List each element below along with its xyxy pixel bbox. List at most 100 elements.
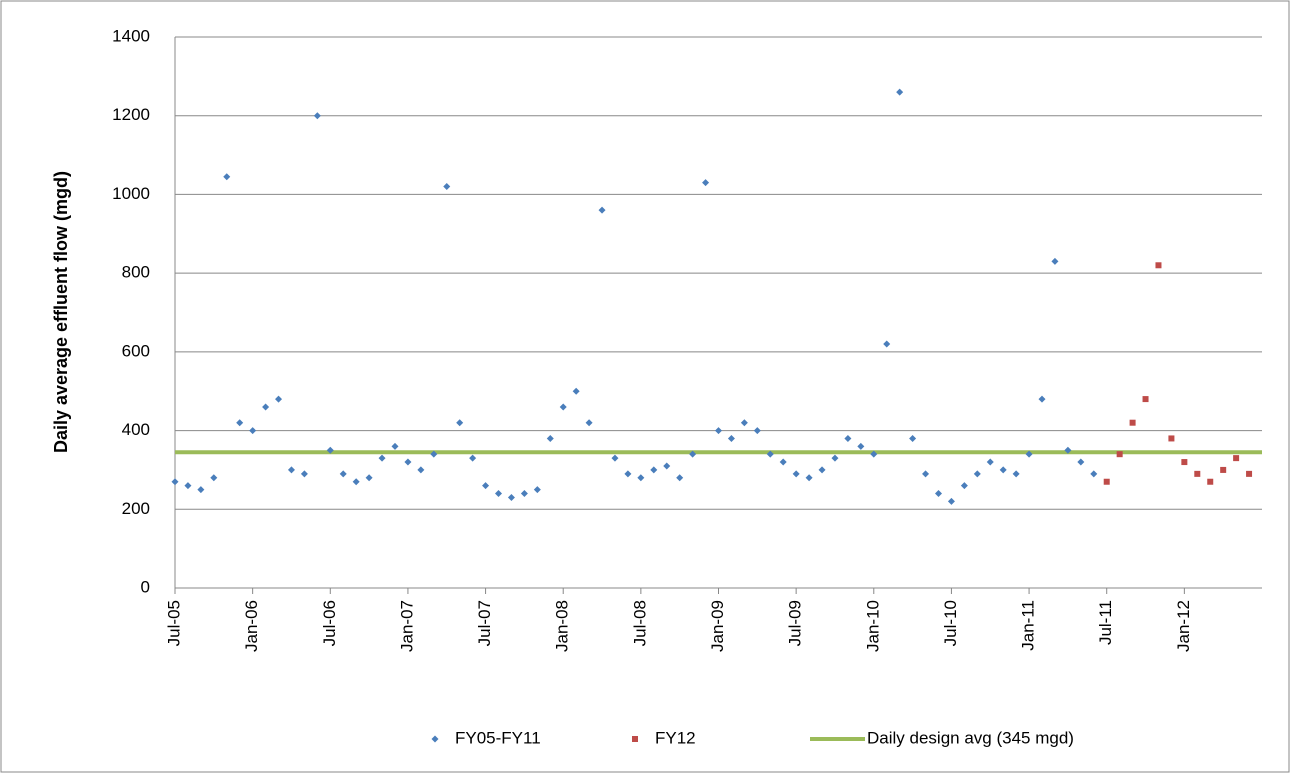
x-tick-label: Jul-08 [630, 600, 649, 646]
point [1194, 470, 1201, 477]
point [792, 470, 800, 478]
point [818, 466, 826, 474]
point [1038, 395, 1046, 403]
point [779, 458, 787, 466]
point [495, 490, 503, 498]
point [210, 474, 218, 482]
point [520, 490, 528, 498]
point [986, 458, 994, 466]
point [546, 434, 554, 442]
point [934, 490, 942, 498]
y-tick-label: 1000 [112, 184, 150, 203]
x-tick-label: Jul-09 [786, 600, 805, 646]
point [300, 470, 308, 478]
x-tick-label: Jul-11 [1096, 600, 1115, 645]
point [1064, 446, 1072, 454]
point [585, 419, 593, 427]
point [339, 470, 347, 478]
point [572, 387, 580, 395]
y-tick-label: 1400 [112, 26, 150, 45]
legend-marker [632, 736, 638, 742]
point [313, 112, 321, 120]
x-tick-label: Jul-05 [164, 600, 183, 646]
point [482, 482, 490, 490]
y-axis-label: Daily average effluent flow (mgd) [51, 171, 71, 453]
point [1012, 470, 1020, 478]
point [391, 442, 399, 450]
point [1155, 262, 1162, 269]
point [1142, 396, 1149, 403]
x-tick-label: Jan-12 [1174, 600, 1193, 652]
point [378, 454, 386, 462]
point [702, 179, 710, 187]
point [1025, 450, 1033, 458]
point [430, 450, 438, 458]
point [922, 470, 930, 478]
point [611, 454, 619, 462]
point [883, 340, 891, 348]
point [689, 450, 697, 458]
point [870, 450, 878, 458]
x-tick-label: Jul-07 [475, 600, 494, 646]
point [456, 419, 464, 427]
point [1051, 257, 1059, 265]
y-tick-label: 0 [141, 577, 150, 596]
x-tick-label: Jan-10 [863, 600, 882, 652]
point [766, 450, 774, 458]
point [740, 419, 748, 427]
point [184, 482, 192, 490]
point [1233, 455, 1240, 462]
point [715, 427, 722, 435]
point [831, 454, 839, 462]
point [753, 427, 761, 435]
point [326, 446, 334, 454]
point [909, 434, 917, 442]
point [507, 493, 515, 501]
point [1103, 478, 1110, 485]
point [197, 486, 205, 494]
point [417, 466, 425, 474]
point [236, 419, 244, 427]
point [663, 462, 671, 470]
point [1129, 419, 1136, 426]
legend-marker [431, 735, 439, 743]
y-tick-label: 800 [122, 263, 150, 282]
legend-label: Daily design avg (345 mgd) [867, 728, 1074, 747]
point [947, 497, 955, 505]
point [1220, 466, 1227, 473]
point [287, 466, 295, 474]
point [1116, 451, 1123, 458]
x-tick-label: Jan-11 [1019, 600, 1038, 651]
point [624, 470, 632, 478]
y-tick-label: 400 [122, 420, 150, 439]
point [676, 474, 684, 482]
point [1207, 478, 1214, 485]
point [727, 434, 735, 442]
x-tick-label: Jul-06 [320, 600, 339, 646]
point [999, 466, 1007, 474]
y-tick-label: 1200 [112, 105, 150, 124]
point [469, 454, 477, 462]
point [637, 474, 645, 482]
x-tick-label: Jan-07 [397, 600, 416, 652]
x-tick-label: Jan-09 [708, 600, 727, 652]
point [171, 478, 179, 486]
point [352, 478, 360, 486]
point [1168, 435, 1175, 442]
point [443, 183, 451, 191]
x-tick-label: Jul-10 [941, 600, 960, 646]
point [857, 442, 865, 450]
point [650, 466, 658, 474]
point [1090, 470, 1098, 478]
point [1077, 458, 1085, 466]
x-tick-label: Jan-08 [553, 600, 572, 652]
x-tick-label: Jan-06 [242, 600, 261, 652]
point [262, 403, 270, 411]
legend-label: FY05-FY11 [455, 728, 541, 747]
point [1246, 470, 1253, 477]
point [1181, 459, 1188, 466]
point [275, 395, 283, 403]
point [973, 470, 981, 478]
point [805, 474, 813, 482]
